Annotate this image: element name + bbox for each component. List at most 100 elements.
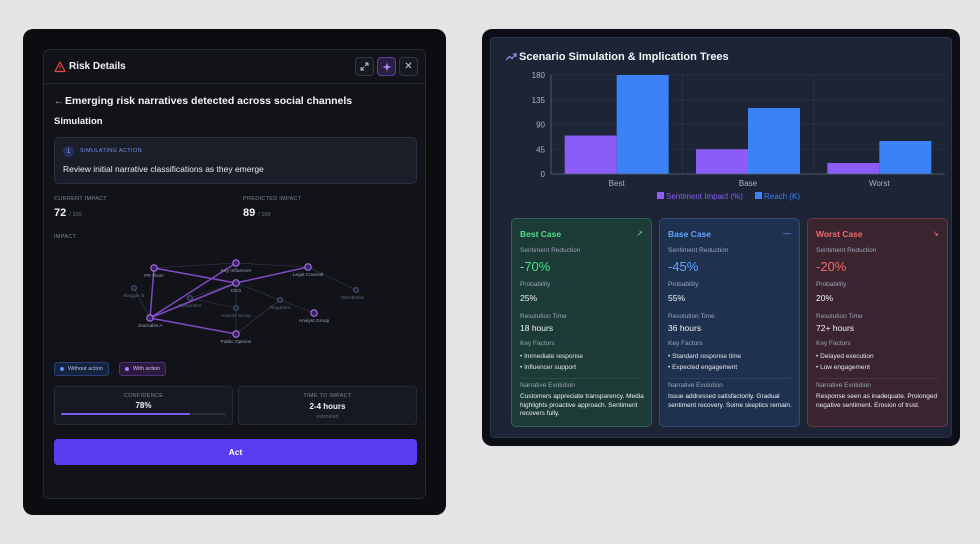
bar-worst-0[interactable] [827,163,880,174]
graph-node-label: Activist Group [221,313,251,319]
legend-without-action[interactable]: Without action [54,362,109,376]
warning-icon [54,61,66,73]
scenario-card-base: Base Case — Sentiment Reduction -45% Probabi… [659,218,800,427]
time-to-impact-box: TIME TO IMPACT 2-4 hours estimated [238,386,417,425]
trend-up-icon [505,53,517,61]
graph-node[interactable] [187,295,193,301]
factor-item: • Influencer support [520,364,577,371]
act-button[interactable]: Act [54,439,417,465]
probability-label: Probability [520,281,551,288]
predicted-impact-number: 89 [243,207,256,219]
graph-node-label: Whistleblower [341,295,364,301]
ai-sparkle-button[interactable] [377,57,396,76]
resolution-value: 18 hours [520,323,554,333]
graph-nodes: PR Team Key Influencer Legal Counsel Blogge… [123,259,364,345]
close-button[interactable]: ✕ [399,57,418,76]
resolution-label: Resolution Time [520,313,567,320]
resolution-value: 36 hours [668,323,702,333]
probability-label: Probability [816,281,847,288]
predicted-impact-max: / 100 [258,212,271,218]
simulating-label: SIMULATING ACTION [80,148,143,154]
legend-label: Sentiment Impact (%) [666,192,743,201]
back-arrow-icon[interactable]: ← [54,96,64,107]
graph-node[interactable] [232,259,240,267]
with-action-dot [125,367,129,371]
probability-value: 20% [816,293,834,303]
bar-best-1[interactable] [616,75,669,174]
graph-node-label: Blogger B [123,293,144,299]
factors-list: • Immediate response • Influencer support [520,351,583,373]
impact-graph-label: IMPACT [54,234,77,240]
divider [668,378,791,379]
current-impact-value: 72 / 100 [54,207,82,219]
factors-list: • Standard response time • Expected engag… [668,351,741,373]
factor-item: • Standard response time [668,353,742,360]
graph-node[interactable] [232,330,240,338]
graph-node[interactable] [146,314,154,322]
factors-label: Key Factors [816,340,851,347]
probability-label: Probability [668,281,699,288]
resolution-label: Resolution Time [668,313,715,320]
graph-node[interactable] [277,297,283,303]
predicted-impact-label: PREDICTED IMPACT [243,196,302,202]
factors-list: • Delayed execution • Low engagement [816,351,874,373]
graph-node-label: Regulator [270,305,291,311]
graph-node-label: Competitor [178,303,202,309]
graph-node[interactable] [304,263,312,271]
narrative-label: Narrative Evolution [520,382,575,389]
legend-with-action[interactable]: With action [119,362,167,376]
section-title: Simulation [54,116,103,127]
graph-node[interactable] [150,264,158,272]
graph-node-label: Key Influencer [221,268,252,274]
sparkle-icon [382,62,391,71]
graph-node-label: Journalist A [138,323,164,329]
scenario-title: Worst Case [816,229,863,239]
graph-node[interactable] [233,305,239,311]
scenario-card-worst: Worst Case ↘ Sentiment Reduction -20% Probab… [807,218,948,427]
legend-swatch [657,192,664,199]
divider [520,378,643,379]
factor-item: • Delayed execution [816,353,874,360]
scenario-title: Best Case [520,229,562,239]
graph-node[interactable] [353,287,359,293]
x-tick-label: Worst [869,179,891,188]
expand-button[interactable] [355,57,374,76]
sentiment-label: Sentiment Reduction [668,247,729,254]
scenario-panel: Scenario Simulation & Implication Trees … [490,37,952,438]
step-badge: 1 [63,146,74,157]
trend-icon: ↘ [932,229,939,238]
sentiment-value: -20% [816,259,847,274]
y-tick-label: 180 [532,71,546,80]
y-tick-label: 135 [532,96,546,105]
close-icon: ✕ [404,61,413,72]
narrative-label: Narrative Evolution [668,382,723,389]
scenario-bar-chart: 0 45 90 135 180 Best Base Worst Sentiment Impact… [532,71,945,201]
simulating-text: Review initial narrative classifications… [63,164,264,174]
factors-label: Key Factors [520,340,555,347]
scenario-card: Scenario Simulation & Implication Trees … [482,29,960,446]
graph-node[interactable] [232,279,240,287]
legend-with-label: With action [133,366,161,372]
factor-item: • Expected engagement [668,364,738,371]
graph-node-label: Analyst Group [299,318,330,324]
probability-value: 55% [668,293,686,303]
y-tick-label: 90 [536,121,545,130]
legend-label: Reach (K) [764,192,800,201]
without-action-dot [60,367,64,371]
current-impact-number: 72 [54,207,67,219]
graph-node[interactable] [310,309,318,317]
graph-node[interactable] [131,285,137,291]
panel-header: Risk Details ✕ [44,50,425,84]
bar-base-1[interactable] [748,108,800,174]
divider [816,378,939,379]
y-tick-label: 0 [541,170,546,179]
scenario-title: Scenario Simulation & Implication Trees [519,51,729,63]
graph-node-label: Legal Counsel [293,272,324,278]
time-to-impact-value: 2-4 hours [309,402,346,411]
bar-worst-1[interactable] [879,141,932,174]
bar-best-0[interactable] [564,135,617,175]
bar-base-0[interactable] [696,149,748,174]
current-impact-label: CURRENT IMPACT [54,196,107,202]
scenario-card-best: Best Case ↗ Sentiment Reduction -70% Probabi… [511,218,652,427]
resolution-label: Resolution Time [816,313,863,320]
